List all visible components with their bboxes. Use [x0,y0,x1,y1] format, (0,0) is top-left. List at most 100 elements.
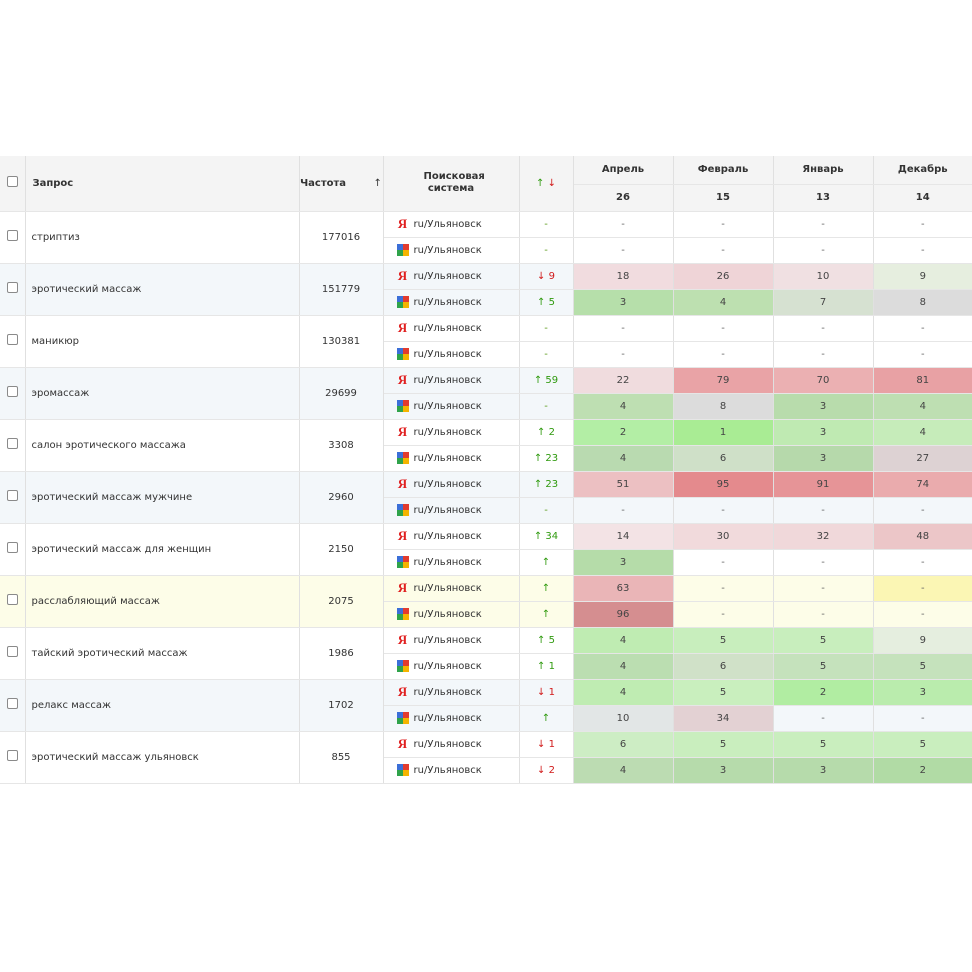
position-cell: 5 [773,731,874,758]
engine-region-label: ru/Ульяновск [413,478,482,490]
position-cell: 3 [573,549,674,576]
position-cell: - [673,575,774,602]
table-row: ru/Ульяновск - - - - - [0,341,972,368]
position-cell: - [873,237,972,264]
position-change-cell: - [519,341,574,368]
position-cell: 5 [673,679,774,706]
position-change-value: ↓ 2 [537,764,555,776]
row-checkbox[interactable] [6,334,18,345]
row-checkbox[interactable] [6,594,18,605]
query-cell[interactable]: тайский эротический массаж [25,627,300,680]
row-checkbox[interactable] [6,282,18,293]
frequency-cell: 1702 [299,679,384,732]
position-cell: 4 [873,419,972,446]
month-count-february: 15 [673,183,774,212]
row-select-cell [0,419,26,472]
engine-region-label: ru/Ульяновск [413,504,482,516]
position-change-cell: ↑ 5 [519,289,574,316]
position-change-value: ↑ 2 [537,426,555,438]
frequency-cell: 1986 [299,627,384,680]
position-cell: 3 [673,757,774,784]
month-header-april[interactable]: Апрель [573,156,674,185]
query-cell[interactable]: эромассаж [25,367,300,420]
query-column-header[interactable]: Запрос [25,156,300,212]
frequency-cell: 151779 [299,263,384,316]
month-header-december[interactable]: Декабрь [873,156,972,185]
change-column-header[interactable]: ↑ ↓ [519,156,574,212]
month-header-february[interactable]: Февраль [673,156,774,185]
yandex-icon: Я [397,684,408,699]
row-checkbox[interactable] [6,750,18,761]
engine-cell: ru/Ульяновск [383,237,520,264]
engine-column-header: Поисковая система [383,156,520,212]
query-cell[interactable]: эротический массаж [25,263,300,316]
position-change-value: ↑ 59 [533,374,559,386]
yandex-icon: Я [397,736,408,751]
position-cell: 10 [773,263,874,290]
query-cell[interactable]: релакс массаж [25,679,300,732]
table-row: ru/Ульяновск - - - - - [0,497,972,524]
row-checkbox[interactable] [6,438,18,449]
table-row: ru/Ульяновск ↑ 10 34- - [0,705,972,732]
query-cell[interactable]: эротический массаж мужчине [25,471,300,524]
position-cell: - [673,237,774,264]
query-cell[interactable]: эротический массаж ульяновск [25,731,300,784]
row-checkbox[interactable] [6,230,18,241]
query-cell[interactable]: стриптиз [25,211,300,264]
row-checkbox[interactable] [6,542,18,553]
row-checkbox[interactable] [6,490,18,501]
row-select-cell [0,471,26,524]
position-cell: 3 [773,393,874,420]
position-cell: 26 [673,263,774,290]
query-cell[interactable]: маникюр [25,315,300,368]
engine-cell: ru/Ульяновск [383,549,520,576]
engine-region-label: ru/Ульяновск [413,322,482,334]
position-cell: 4 [573,757,674,784]
position-change-cell: ↑ 34 [519,523,574,550]
position-change-value: ↓ 1 [537,738,555,750]
position-change-value: - [544,348,548,360]
table-row: ru/Ульяновск ↑ 3- - - [0,549,972,576]
position-cell: 5 [673,731,774,758]
position-change-cell: ↑ [519,705,574,732]
month-header-january[interactable]: Январь [773,156,874,185]
google-icon [396,296,409,308]
row-select-cell [0,523,26,576]
select-all-cell [0,156,26,212]
position-cell: - [573,315,674,342]
engine-region-label: ru/Ульяновск [413,686,482,698]
position-cell: 91 [773,471,874,498]
position-cell: 4 [573,627,674,654]
position-cell: 81 [873,367,972,394]
query-cell[interactable]: эротический массаж для женщин [25,523,300,576]
position-cell: 5 [673,627,774,654]
position-cell: 30 [673,523,774,550]
engine-region-label: ru/Ульяновск [413,374,482,386]
engine-region-label: ru/Ульяновск [413,608,482,620]
position-cell: - [673,601,774,628]
position-cell: 4 [673,289,774,316]
query-cell[interactable]: салон эротического массажа [25,419,300,472]
frequency-cell: 29699 [299,367,384,420]
position-change-cell: - [519,315,574,342]
position-change-cell: - [519,211,574,238]
row-checkbox[interactable] [6,386,18,397]
frequency-column-header[interactable]: Частота ↑ [299,156,384,212]
row-checkbox[interactable] [6,698,18,709]
select-all-checkbox[interactable] [6,176,18,188]
position-change-cell: ↑ 5 [519,627,574,654]
position-cell: - [673,211,774,238]
row-select-cell [0,627,26,680]
row-checkbox[interactable] [6,646,18,657]
frequency-cell: 130381 [299,315,384,368]
query-cell[interactable]: расслабляющий массаж [25,575,300,628]
sort-asc-icon[interactable]: ↑ [373,177,382,189]
